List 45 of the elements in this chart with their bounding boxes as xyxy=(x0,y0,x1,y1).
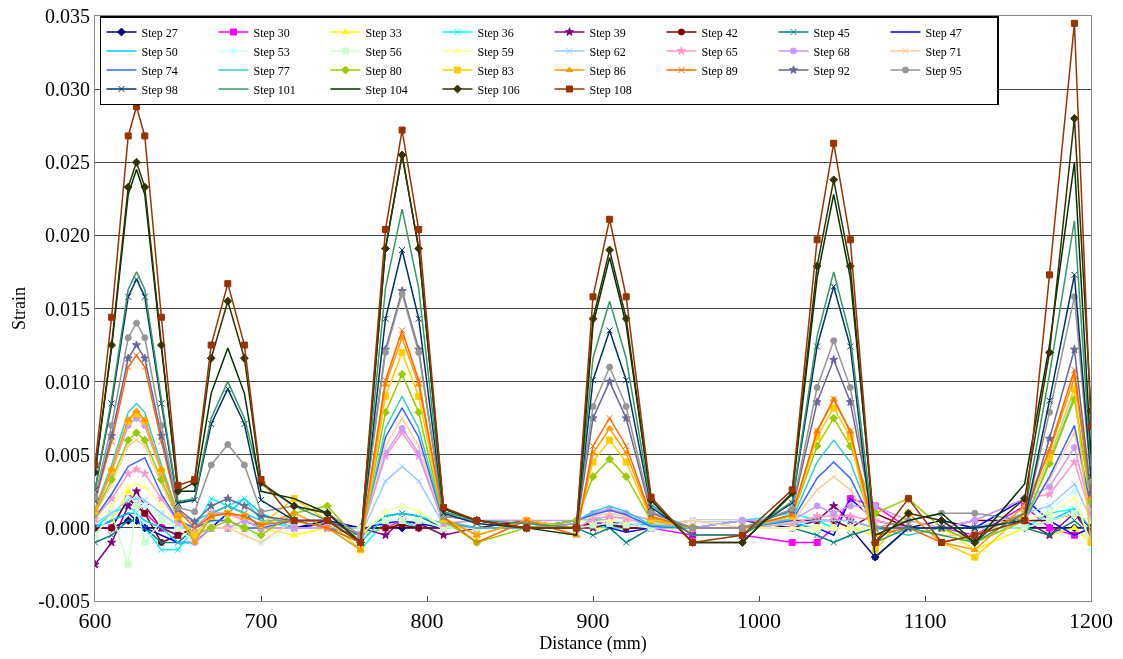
legend-label: Step 106 xyxy=(477,82,520,97)
legend-label: Step 98 xyxy=(141,82,178,97)
y-tick-label: 0.000 xyxy=(45,516,90,539)
y-tick-label: 0.035 xyxy=(45,5,90,27)
legend-label: Step 83 xyxy=(477,63,514,78)
legend-label: Step 89 xyxy=(701,63,738,78)
legend-label: Step 68 xyxy=(813,44,850,59)
legend-label: Step 56 xyxy=(365,44,402,59)
legend-label: Step 95 xyxy=(925,63,962,78)
legend-label: Step 36 xyxy=(477,25,514,40)
y-tick-label: 0.005 xyxy=(45,443,90,466)
legend-label: Step 74 xyxy=(141,63,178,78)
legend-label: Step 86 xyxy=(589,63,626,78)
legend-label: Step 42 xyxy=(701,25,738,40)
y-tick-label: 0.010 xyxy=(45,370,90,393)
y-tick-label: 0.030 xyxy=(45,78,90,101)
y-tick-label: 0.025 xyxy=(45,151,90,174)
legend-label: Step 104 xyxy=(365,82,408,97)
legend-label: Step 50 xyxy=(141,44,178,59)
legend-label: Step 59 xyxy=(477,44,514,59)
legend-label: Step 33 xyxy=(365,25,402,40)
x-tick-label: 1000 xyxy=(737,608,781,634)
y-tick-label: 0.015 xyxy=(45,297,90,320)
legend-label: Step 39 xyxy=(589,25,626,40)
x-axis-title: Distance (mm) xyxy=(539,633,647,655)
legend-label: Step 92 xyxy=(813,63,850,78)
legend-label: Step 101 xyxy=(253,82,296,97)
legend-label: Step 53 xyxy=(253,44,290,59)
legend-label: Step 47 xyxy=(925,25,962,40)
x-tick-label: 1100 xyxy=(903,608,947,634)
y-tick-label: 0.020 xyxy=(45,224,90,247)
legend-label: Step 71 xyxy=(925,44,962,59)
legend-label: Step 80 xyxy=(365,63,402,78)
legend-label: Step 30 xyxy=(253,25,290,40)
legend-label: Step 27 xyxy=(141,25,178,40)
legend-label: Step 108 xyxy=(589,82,632,97)
legend-label: Step 77 xyxy=(253,63,290,78)
legend-label: Step 45 xyxy=(813,25,850,40)
x-tick-label: 1200 xyxy=(1069,608,1113,634)
legend-label: Step 65 xyxy=(701,44,738,59)
y-axis-title: Strain xyxy=(8,287,29,330)
legend-label: Step 62 xyxy=(589,44,626,59)
x-tick-label: 700 xyxy=(244,608,278,634)
x-tick-label: 900 xyxy=(576,608,610,634)
x-tick-label: 800 xyxy=(410,608,444,634)
